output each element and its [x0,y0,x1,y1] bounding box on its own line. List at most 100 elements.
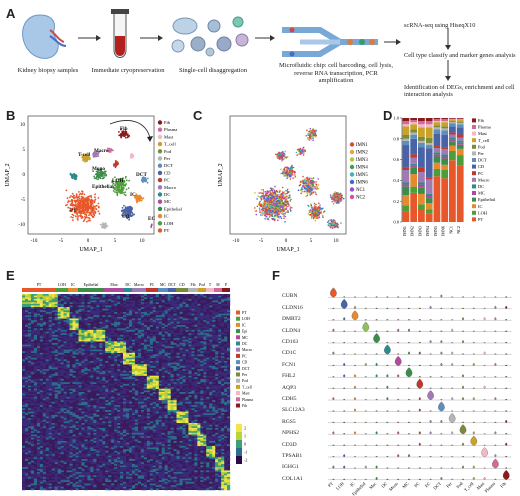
umap-b-point [105,223,107,226]
bar-segment [441,130,449,135]
heatmap-cell [170,346,174,349]
umap-b-point [121,190,124,193]
umap-b-cluster-label: T cell [78,152,91,158]
heatmap-cell [123,343,127,345]
umap-b-legend-label: IC [164,214,169,219]
umap-c-point [290,207,292,209]
bar-segment [449,150,456,161]
heatmap-cell [57,308,61,311]
umap-b-point [116,163,119,166]
heatmap-cell [131,344,136,347]
umap-c-point [282,173,285,175]
heatmap-cell [27,313,32,316]
heatmap-cell [27,326,32,329]
heatmap-cell [200,294,204,296]
heatmap-cell [96,308,100,311]
heatmap-cell [179,328,183,331]
heatmap-cell [78,328,82,331]
heatmap-cell [170,343,174,345]
heatmap-cell [131,302,136,305]
umap-b-point [122,184,124,186]
heatmap-cell [197,321,201,324]
heatmap-cell [143,313,147,316]
heatmap-cell [60,344,64,347]
umap-c-point [315,217,317,219]
heatmap-cell [105,294,109,296]
heatmap-cell [81,318,85,321]
heatmap-cell [158,318,162,321]
heatmap-cell [212,334,216,337]
heatmap-cell [218,300,222,303]
umap-c-point [278,195,281,198]
heatmap-cell [221,313,225,316]
heatmap-cell [81,308,85,311]
heatmap-cell [51,305,55,308]
heatmap-cell [155,344,159,347]
umap-b-point [99,176,101,179]
heatmap-cell [93,333,97,336]
heatmap-cell [87,329,91,332]
umap-b-point [121,179,124,181]
heatmap-cell [137,323,142,326]
umap-b-point [95,152,98,155]
heatmap-cell [161,294,165,296]
bar-segment [418,127,425,137]
umap-b-point [126,133,129,136]
bar-ytick-label: 0.0 [393,220,399,225]
step-cryopreservation: Immediate cryopreservation [91,67,165,74]
heatmap-cell [39,334,43,337]
umap-c-point [308,210,310,212]
heatmap-cell [48,305,52,308]
heatmap-cell [117,300,121,303]
heatmap-cell [114,320,118,322]
umap-b-point [70,195,72,197]
umap-c-point [331,223,334,226]
bar-category-label: IMN1 [402,226,407,236]
umap-b-cluster-label: PT [70,208,77,214]
umap-c-point [256,205,259,208]
umap-c-point [272,187,274,190]
heatmap-cell [117,323,121,326]
heatmap-cell [60,295,64,298]
heatmap-cell [137,294,142,296]
umap-c-point [302,181,305,183]
heatmap-cell [87,313,91,316]
heatmap-cell [108,334,112,337]
heatmap-cell [22,298,26,301]
umap-c-point [266,200,269,203]
umap-b-point [122,181,125,184]
umap-c-point [291,168,293,170]
umap-c-point [285,198,288,200]
heatmap-cell [57,325,61,327]
heatmap-cell [143,344,147,347]
heatmap-cell [45,328,49,331]
heatmap-cell [140,307,145,309]
heatmap-cell [155,310,159,313]
heatmap-cell [69,323,73,326]
bar-segment [456,144,464,149]
bar-segment [441,158,449,165]
umap-b-legend-swatch [157,185,163,190]
heatmap-cell [30,310,35,313]
heatmap-cell [197,328,201,331]
umap-c-point [283,191,286,193]
umap-c-point [310,179,312,182]
heatmap-cell [140,326,145,329]
heatmap-cell [126,329,130,332]
umap-b-point [87,154,90,156]
heatmap-cell [39,338,43,340]
umap-b-legend-label: DCT [164,163,173,168]
heatmap-cell [212,313,216,316]
heatmap-group-bar [168,288,176,292]
bar-legend-swatch [472,144,476,149]
umap-c-point [259,196,261,198]
umap-b-point [94,193,96,196]
heatmap-cell [39,320,43,322]
heatmap-cell [48,321,52,324]
heatmap-cell [206,326,210,329]
heatmap-cell [179,331,183,334]
heatmap-cell [36,302,41,305]
heatmap-cell [96,338,100,340]
heatmap-cell [146,295,150,298]
umap-c-ylabel: UMAP_2 [218,163,224,186]
